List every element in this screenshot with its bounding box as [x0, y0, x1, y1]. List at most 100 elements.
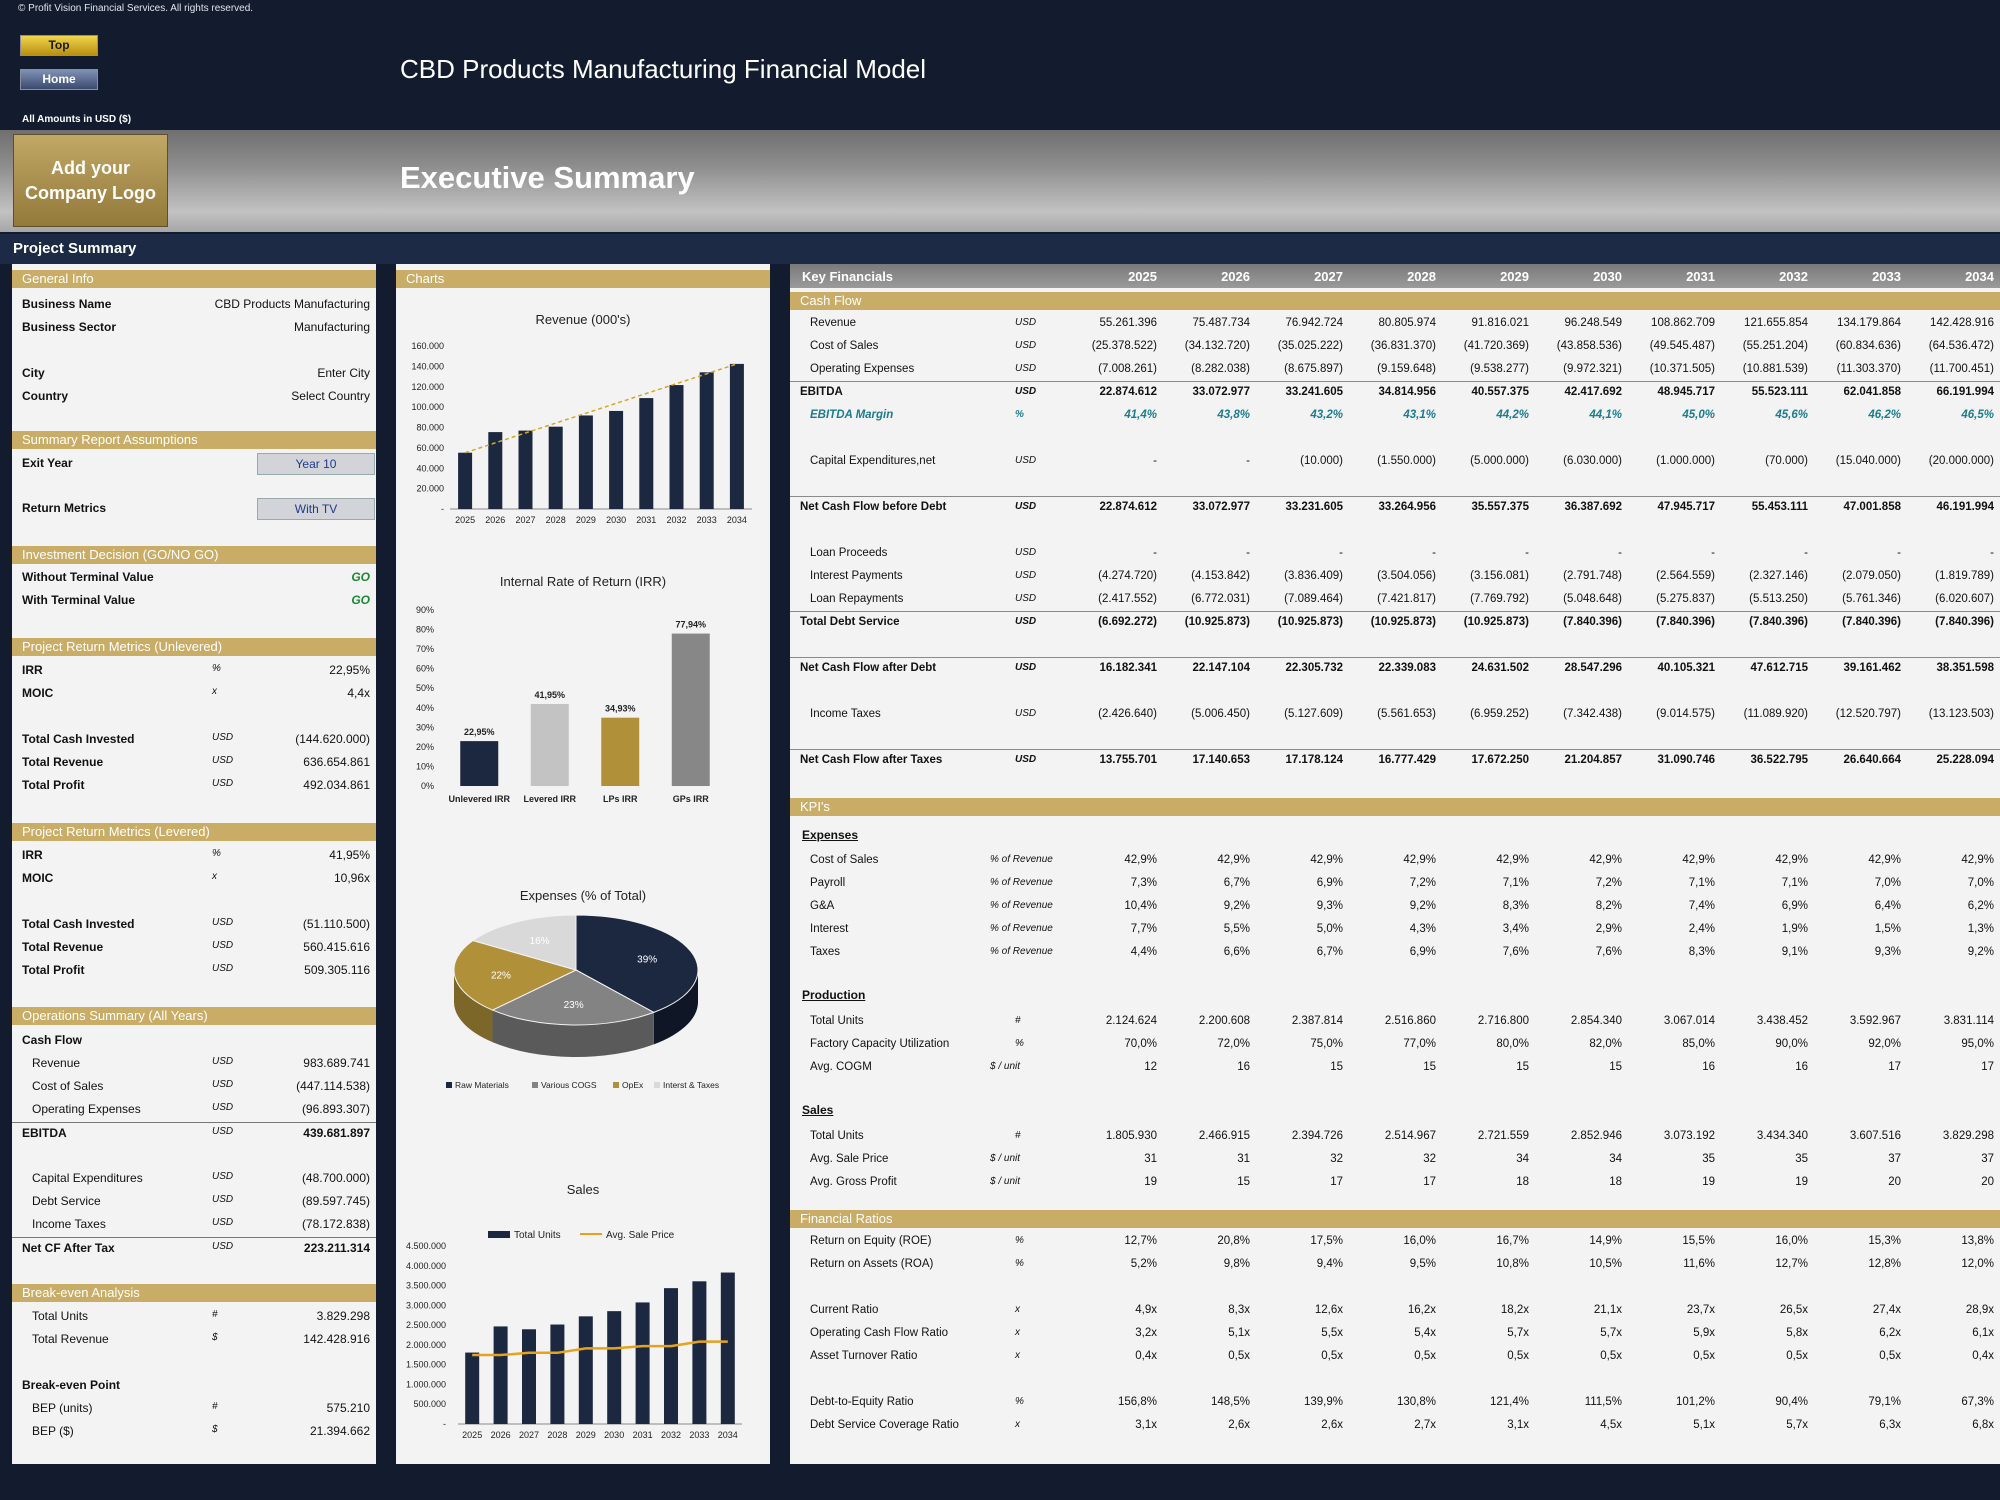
- row-value: 44,1%: [1589, 409, 1622, 421]
- row-value: (5.006.450): [1191, 708, 1250, 720]
- kf-row: Capital Expenditures,net USD - - (10.000) (1.…: [790, 452, 2000, 472]
- row-value: 17.178.124: [1285, 754, 1343, 766]
- x-tick-label: 2034: [718, 1430, 738, 1440]
- sales-subheader: Sales: [802, 1103, 834, 1117]
- row-value: 28,9x: [1965, 1304, 1994, 1316]
- row-value: 6,6%: [1223, 946, 1250, 958]
- row-value: 3,1x: [1135, 1419, 1157, 1431]
- row-value: 9,4%: [1316, 1258, 1343, 1270]
- row-unit: $ / unit: [990, 1153, 1021, 1164]
- row-value: (10.371.505): [1649, 363, 1715, 375]
- revenue-chart: 160.000 140.000 120.000 100.000 80.000 60.000…: [411, 341, 752, 525]
- row-value: 7,6%: [1502, 946, 1529, 958]
- row-value: 2.394.726: [1291, 1130, 1343, 1142]
- top-button[interactable]: Top: [20, 35, 98, 56]
- levered-header: Project Return Metrics (Levered): [12, 823, 376, 841]
- row-business-sector: Business Sector Manufacturing: [22, 320, 370, 334]
- row-value: 9,2%: [1223, 900, 1250, 912]
- row-value: (2.417.552): [1098, 593, 1157, 605]
- row-value: 6,9%: [1316, 877, 1343, 889]
- row-value: (8.282.038): [1191, 363, 1250, 375]
- row-label: Taxes: [810, 946, 841, 958]
- bep-label: Break-even Point: [22, 1378, 121, 1392]
- row-value: (41.720.369): [1463, 340, 1529, 352]
- kf-row: Taxes % of Revenue 4,4% 6,6% 6,7% 6,9% 7,6% 7,6…: [790, 943, 2000, 963]
- row-go-with-tv: With Terminal Value GO: [22, 593, 370, 607]
- kf-row: Current Ratio x 4,9x 8,3x 12,6x 16,2x 18,2x 21,…: [790, 1301, 2000, 1321]
- row-value: 5,1x: [1693, 1419, 1715, 1431]
- exit-year-select[interactable]: Year 10: [257, 453, 375, 475]
- y-tick-label: 60%: [416, 664, 434, 674]
- row-value: 10,4%: [1124, 900, 1157, 912]
- model-title: CBD Products Manufacturing Financial Mod…: [400, 54, 927, 84]
- unlevered-row: IRR% 22,95%: [22, 663, 370, 677]
- row-value: 2,7x: [1414, 1419, 1436, 1431]
- levered-row: IRR% 41,95%: [22, 848, 370, 862]
- row-value: 0,5x: [1228, 1350, 1250, 1362]
- row-value: (7.840.396): [1935, 616, 1994, 628]
- row-value: 0,4x: [1135, 1350, 1157, 1362]
- home-button[interactable]: Home: [20, 69, 98, 90]
- units-bar: [664, 1288, 678, 1424]
- row-value: (2.079.050): [1842, 570, 1901, 582]
- unlevered-row: Total Revenue USD 636.654.861: [22, 755, 370, 769]
- row-value: 31: [1237, 1153, 1250, 1165]
- row-value: 2.124.624: [1105, 1015, 1157, 1027]
- row-value: 6,7%: [1223, 877, 1250, 889]
- company-logo-placeholder[interactable]: Add your Company Logo: [13, 134, 168, 227]
- pie-side: [653, 970, 698, 1045]
- breakeven-header: Break-even Analysis: [12, 1284, 376, 1302]
- row-value: 91.816.021: [1471, 317, 1529, 329]
- row-value: 9,2%: [1967, 946, 1994, 958]
- row-value: 8,2%: [1595, 900, 1622, 912]
- row-value: 2,6x: [1321, 1419, 1343, 1431]
- row-unit: x: [1015, 1350, 1020, 1361]
- row-value: 35: [1795, 1153, 1808, 1165]
- row-value: 32: [1423, 1153, 1436, 1165]
- row-value: 9,1%: [1781, 946, 1808, 958]
- row-value: 92,0%: [1868, 1038, 1901, 1050]
- kf-row: Net Cash Flow after Debt USD 16.182.341 22.…: [790, 659, 2000, 679]
- row-value: 18: [1609, 1176, 1622, 1188]
- row-value: (13.123.503): [1928, 708, 1994, 720]
- y-tick-label: -: [441, 504, 444, 514]
- row-value: 35: [1702, 1153, 1715, 1165]
- row-value: 79,1%: [1868, 1396, 1901, 1408]
- row-value: (2.426.640): [1098, 708, 1157, 720]
- row-business-name: Business Name CBD Products Manufacturing: [22, 297, 370, 311]
- row-value: 142.428.916: [1930, 317, 1994, 329]
- revenue-bar: [578, 415, 593, 509]
- row-value: (49.545.487): [1649, 340, 1715, 352]
- row-unit: $ / unit: [990, 1176, 1021, 1187]
- row-value: 37: [1981, 1153, 1994, 1165]
- x-tick-label: 2028: [547, 1430, 567, 1440]
- row-value: (5.275.837): [1656, 593, 1715, 605]
- row-value: 22.874.612: [1099, 386, 1157, 398]
- row-value: 2,9%: [1595, 923, 1622, 935]
- row-value: 3,4%: [1502, 923, 1529, 935]
- row-value: 75.487.734: [1192, 317, 1250, 329]
- row-value: 8,3%: [1502, 900, 1529, 912]
- irr-chart: 90% 80% 70% 60% 50% 40% 30% 20% 10% 0% 22,95% Unlev…: [416, 605, 710, 804]
- ops-row: Capital Expenditures USD (48.700.000): [32, 1171, 370, 1185]
- row-value: (7.089.464): [1284, 593, 1343, 605]
- row-value: 42,9%: [1868, 854, 1901, 866]
- row-unit: USD: [1015, 708, 1037, 719]
- row-value: (5.513.250): [1749, 593, 1808, 605]
- row-value: 17: [1423, 1176, 1436, 1188]
- x-tick-label: LPs IRR: [603, 794, 638, 804]
- row-value: 90,4%: [1775, 1396, 1808, 1408]
- legend-swatch: [446, 1082, 452, 1088]
- row-value: 34.814.956: [1378, 386, 1436, 398]
- row-value: (43.858.536): [1556, 340, 1622, 352]
- return-metrics-select[interactable]: With TV: [257, 498, 375, 520]
- kf-row: Total Units #2.124.624 2.200.608 2.387.814 2…: [790, 1012, 2000, 1032]
- row-value: 17: [1981, 1061, 1994, 1073]
- charts-header: Charts: [396, 270, 770, 288]
- legend-swatch: [488, 1231, 510, 1238]
- x-tick-label: 2026: [491, 1430, 511, 1440]
- levered-row: MOIC x 10,96x: [22, 871, 370, 885]
- revenue-bar: [548, 426, 563, 509]
- kf-row: Interest % of Revenue 7,7% 5,5% 5,0% 4,3% 3,4%…: [790, 920, 2000, 940]
- row-separator: [790, 496, 2000, 497]
